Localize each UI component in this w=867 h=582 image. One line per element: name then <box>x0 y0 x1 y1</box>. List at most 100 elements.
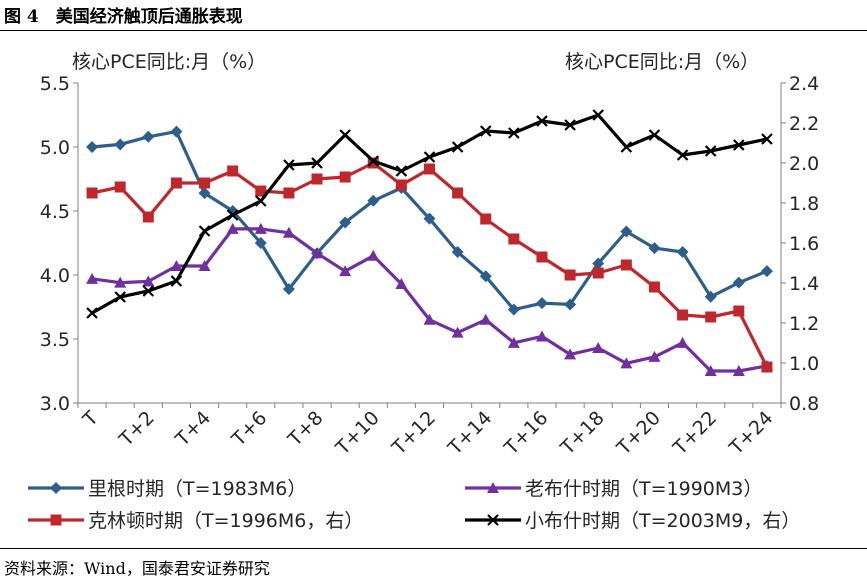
right-tick-label: 1.2 <box>789 313 819 335</box>
x-tick-label: T+18 <box>556 407 609 460</box>
data-point <box>760 265 773 278</box>
data-point <box>451 326 464 338</box>
data-point <box>142 130 155 143</box>
data-point <box>283 159 295 171</box>
data-point <box>705 311 717 323</box>
left-axis-label: 核心PCE同比:月（%） <box>72 51 266 73</box>
data-point <box>114 138 127 151</box>
data-point <box>564 119 576 131</box>
data-point <box>732 276 745 289</box>
legend-swatch-marker <box>50 482 62 494</box>
data-point <box>704 145 717 157</box>
data-point <box>479 270 492 283</box>
data-point <box>255 195 267 207</box>
data-point <box>226 222 239 234</box>
left-tick-label: 5.5 <box>40 73 70 95</box>
data-point <box>536 251 548 263</box>
data-point <box>648 281 660 293</box>
series-3 <box>86 109 773 319</box>
source-note: 资料来源：Wind，国泰君安证券研究 <box>4 559 270 578</box>
data-point <box>142 285 155 297</box>
figure-title: 图 4 美国经济触顶后通胀表现 <box>4 7 243 27</box>
data-point <box>227 165 239 177</box>
data-point <box>395 165 408 177</box>
legend-swatch-marker <box>487 514 499 526</box>
data-point <box>592 267 604 279</box>
data-point <box>761 133 773 145</box>
data-point <box>367 157 379 169</box>
data-point <box>199 177 211 189</box>
legend-swatch-marker <box>50 514 62 526</box>
data-point <box>677 309 689 321</box>
data-point <box>564 269 576 281</box>
right-tick-label: 1.0 <box>789 353 819 375</box>
data-point <box>676 149 689 161</box>
series-0 <box>86 125 773 316</box>
data-point <box>704 290 717 303</box>
data-point <box>592 341 605 353</box>
data-point <box>648 350 661 362</box>
data-point <box>423 151 436 163</box>
legend-label: 老布什时期（T=1990M3） <box>525 478 762 500</box>
data-point <box>733 139 745 151</box>
series-2 <box>86 157 773 373</box>
data-point <box>142 275 155 287</box>
data-point <box>198 187 211 200</box>
data-point <box>479 313 492 325</box>
x-tick-label: T+24 <box>725 407 778 460</box>
right-tick-label: 1.6 <box>789 233 819 255</box>
data-point <box>507 303 520 316</box>
data-point <box>255 185 267 197</box>
data-point <box>592 257 605 270</box>
line-chart: 核心PCE同比:月（%） 核心PCE同比:月（%） 3.0 3.5 4.0 4.5 5.… <box>28 51 819 532</box>
axes: 3.0 3.5 4.0 4.5 5.0 5.5 0.8 1.0 1.2 1.4 1.6 1.8 2.0 2… <box>40 73 819 460</box>
data-point <box>367 194 380 207</box>
legend: 里根时期（T=1983M6） 老布什时期（T=1990M3） 克林顿时期（T=199… <box>28 478 800 532</box>
left-tick-label: 5.0 <box>40 137 70 159</box>
right-tick-label: 2.4 <box>789 73 819 95</box>
legend-label: 小布什时期（T=2003M9，右） <box>525 510 800 532</box>
data-point <box>254 237 267 249</box>
x-tick-label: T+6 <box>227 407 271 451</box>
x-tick-label: T+12 <box>387 407 440 460</box>
legend-item: 克林顿时期（T=1996M6，右） <box>28 510 363 532</box>
data-point <box>508 127 520 139</box>
left-tick-label: 3.5 <box>40 329 70 351</box>
data-point <box>452 187 464 199</box>
x-tick-label: T <box>78 407 103 432</box>
data-point <box>564 348 577 360</box>
data-point <box>732 365 745 376</box>
data-point <box>592 109 604 121</box>
data-point <box>339 216 352 229</box>
data-point <box>507 336 520 348</box>
x-tick-label: T+2 <box>115 407 159 451</box>
data-point <box>535 297 548 310</box>
data-point <box>479 125 492 137</box>
legend-swatch-marker <box>487 482 499 493</box>
data-point <box>451 141 464 153</box>
data-point <box>704 365 717 376</box>
right-tick-label: 2.0 <box>789 153 819 175</box>
data-point <box>451 245 464 258</box>
data-point <box>367 249 380 261</box>
data-point <box>170 177 182 189</box>
left-tick-label: 3.0 <box>40 393 70 415</box>
right-tick-label: 2.2 <box>789 113 819 135</box>
x-tick-label: T+8 <box>283 407 327 451</box>
data-point <box>508 233 520 245</box>
data-point <box>620 141 633 153</box>
data-point <box>395 179 407 191</box>
data-point <box>170 275 183 287</box>
x-tick-label: T+16 <box>500 407 553 460</box>
data-point <box>648 129 661 141</box>
data-point <box>676 336 689 348</box>
data-point <box>367 155 380 167</box>
data-point <box>114 291 126 303</box>
data-point <box>761 361 773 373</box>
data-point <box>620 225 633 238</box>
data-point <box>311 247 324 259</box>
data-point <box>198 225 211 237</box>
data-point <box>86 141 99 153</box>
data-point <box>226 209 239 221</box>
data-point <box>114 276 127 288</box>
